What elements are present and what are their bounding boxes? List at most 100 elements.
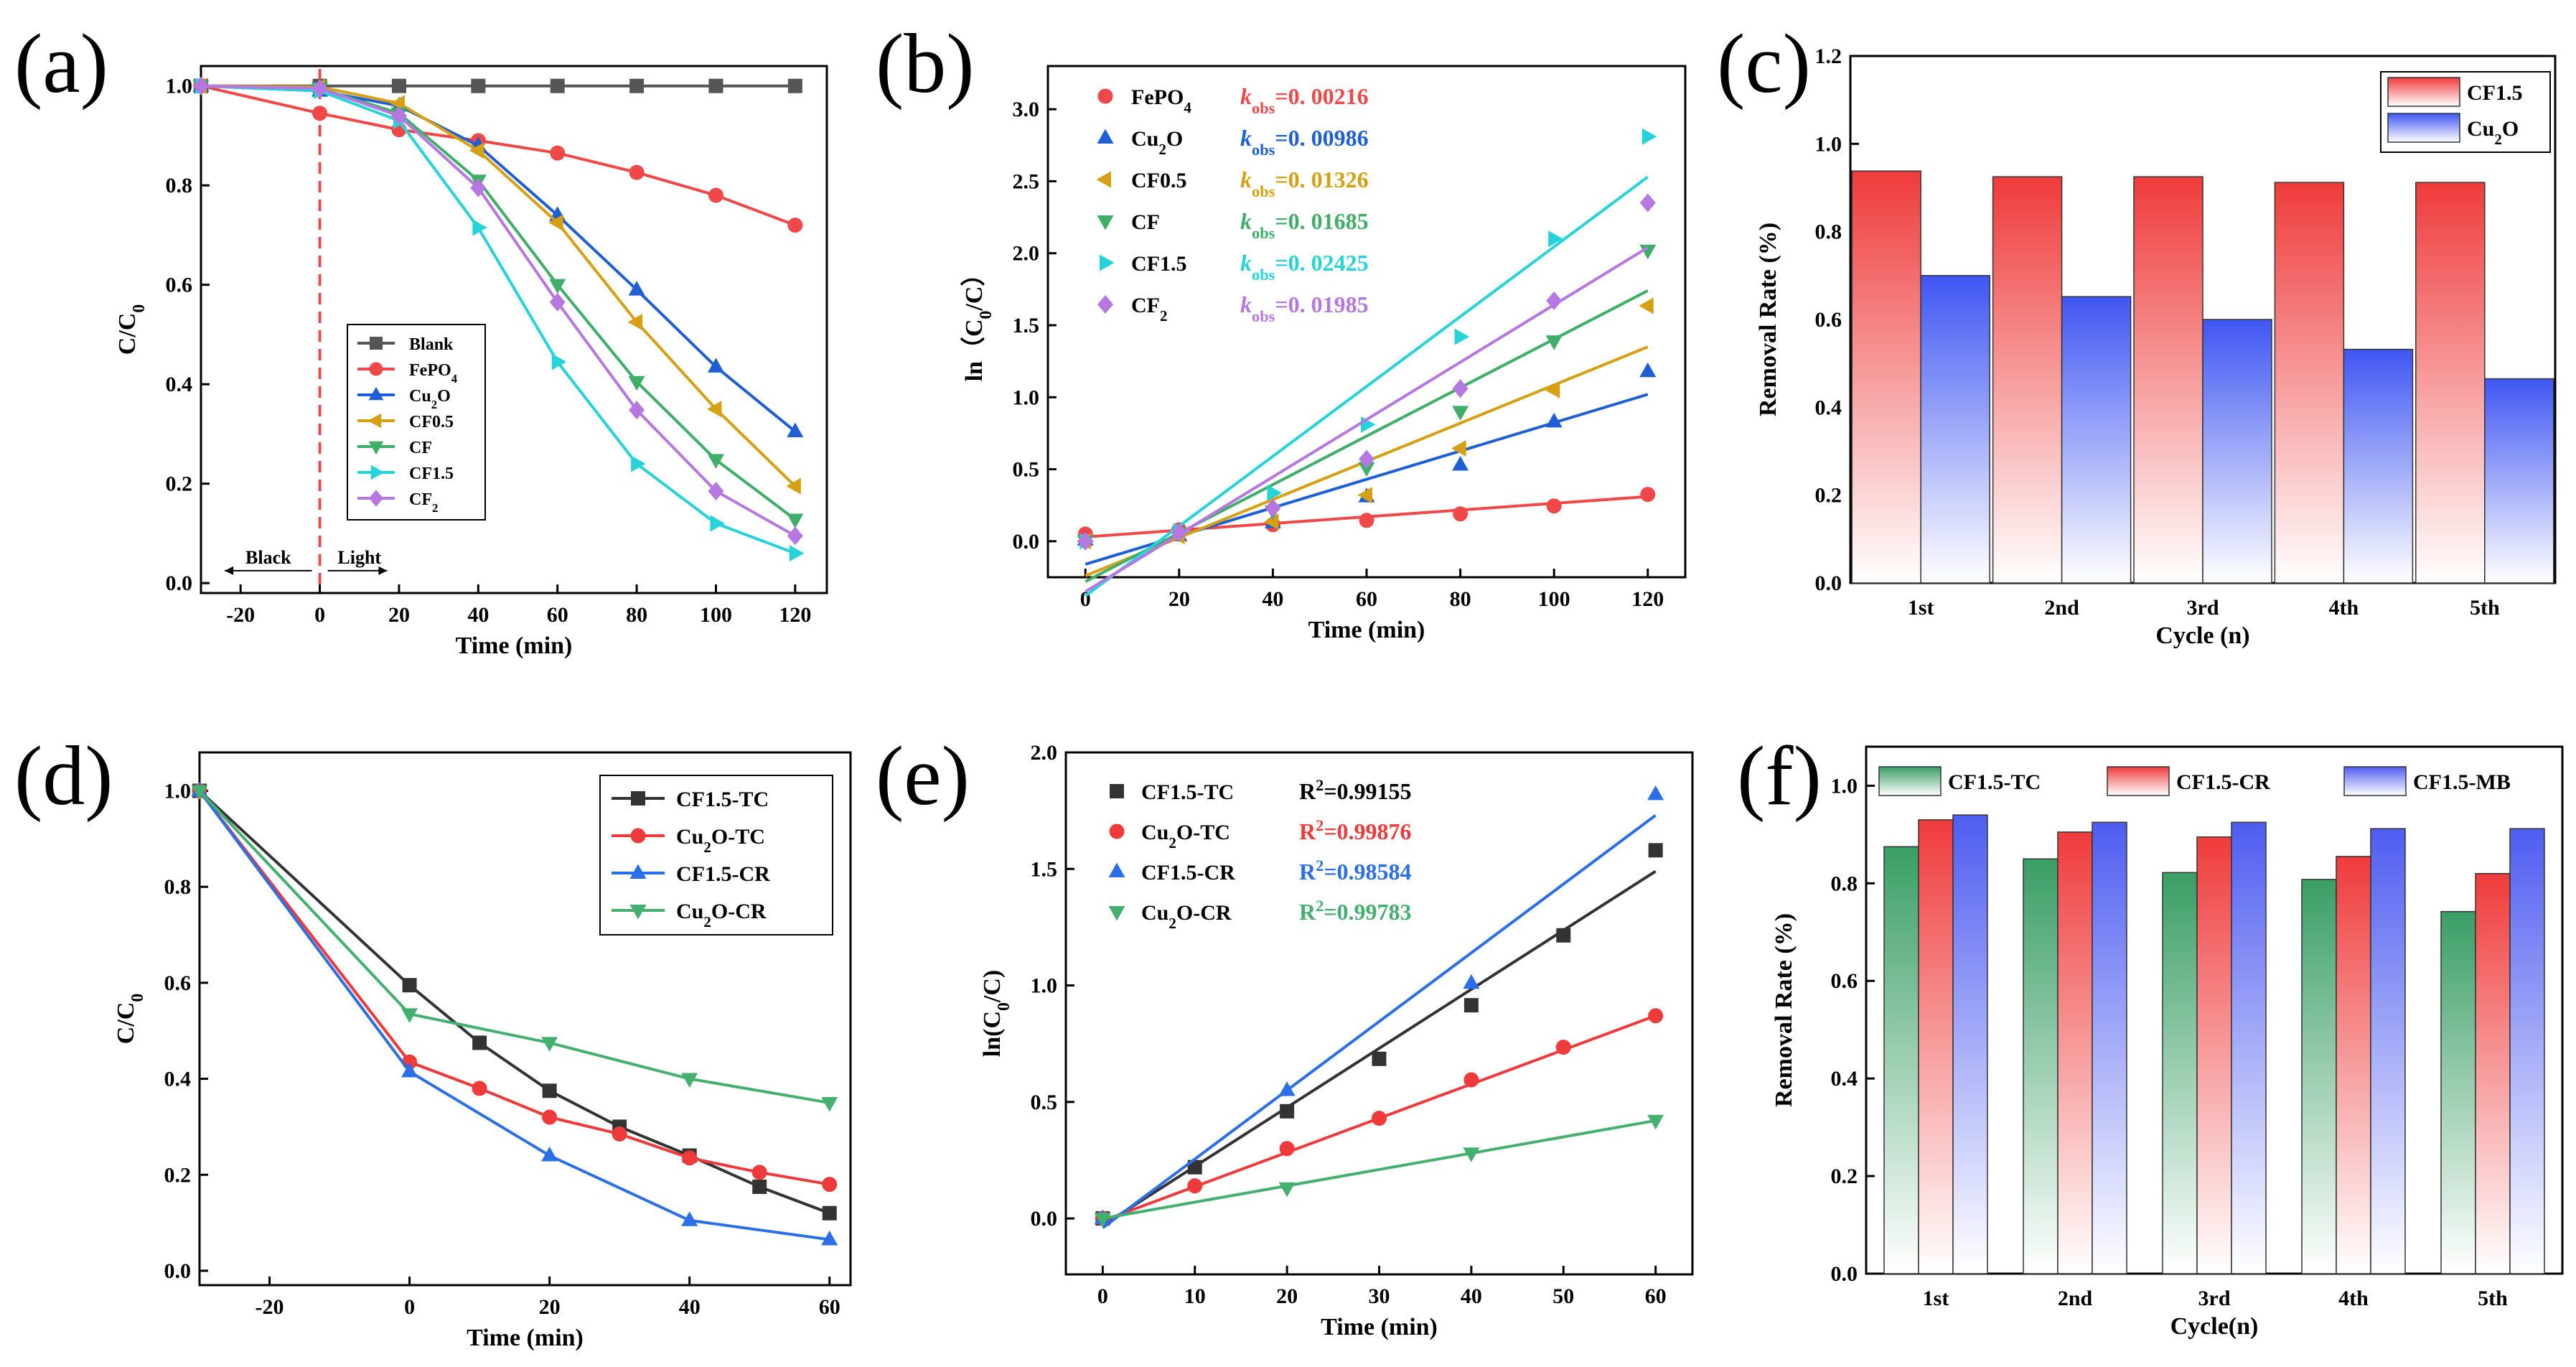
data-point	[542, 1109, 558, 1125]
bar	[1952, 814, 1988, 1274]
y-tick-label: 0.6	[164, 971, 192, 995]
data-point	[681, 1073, 698, 1088]
data-point	[821, 1230, 838, 1246]
y-tick-label: 1.5	[1031, 857, 1058, 881]
y-tick-label: 0.4	[164, 1068, 192, 1091]
legend-marker	[1096, 171, 1111, 188]
bar	[1883, 846, 1919, 1274]
series-line	[200, 84, 796, 555]
bar	[2057, 831, 2093, 1274]
series-CF2	[193, 76, 803, 546]
data-point	[1546, 498, 1562, 514]
data-point	[1648, 843, 1663, 858]
data-point	[707, 358, 724, 373]
data-point	[1280, 1104, 1295, 1119]
data-point	[1463, 974, 1480, 989]
y-tick-label: 0.4	[1831, 1067, 1858, 1091]
data-point	[193, 76, 209, 95]
legend-label: FePO4	[409, 361, 458, 386]
legend-label: CF1.5-CR	[676, 862, 770, 886]
data-point	[472, 1035, 487, 1050]
data-point	[1641, 128, 1657, 145]
x-tick-label: 1st	[1908, 596, 1934, 620]
legend-swatch	[2387, 77, 2460, 107]
x-tick-label: 20	[1168, 587, 1190, 611]
data-point	[1278, 1182, 1296, 1198]
data-point	[550, 145, 566, 161]
data-point	[1279, 1141, 1295, 1157]
legend-label: Cu2O-CR	[1141, 901, 1232, 932]
y-tick-label: 1.0	[1031, 974, 1058, 998]
y-tick-label: 0.5	[1013, 458, 1040, 482]
y-tick-label: 0.6	[1831, 969, 1858, 993]
y-tick-label: 2.5	[1013, 169, 1040, 193]
x-tick-label: 50	[1552, 1284, 1574, 1308]
axes-frame	[198, 751, 852, 1287]
x-tick-label: -20	[226, 603, 255, 627]
panel-d: -20 0 20 40 60 0.0 0.2 0.4 0.6 0.8 1.0 Time (min) C/…	[113, 751, 852, 1351]
x-tick-label: 80	[1450, 587, 1471, 611]
series-line	[200, 84, 797, 521]
data-point	[612, 1126, 627, 1142]
bar	[2343, 348, 2414, 584]
bar	[2023, 858, 2059, 1274]
legend-marker	[370, 465, 385, 480]
data-point	[1546, 291, 1563, 310]
x-tick-label: 20	[539, 1295, 561, 1319]
legend-label: Cu2O-TC	[676, 825, 765, 856]
x-axis-title: Cycle(n)	[2170, 1313, 2259, 1340]
data-point	[631, 455, 646, 472]
series-Cu2O	[192, 77, 804, 437]
data-point	[789, 545, 805, 562]
x-tick-label: 40	[467, 603, 489, 627]
dark-annotation: Black	[245, 547, 291, 568]
y-tick-label: 0.2	[164, 1163, 192, 1187]
x-tick-label: 120	[779, 603, 811, 627]
data-point	[681, 1211, 698, 1226]
y-tick-label: 1.2	[1815, 45, 1842, 68]
y-axis-title: Removal Rate (%)	[1755, 223, 1781, 416]
kobs-label: kobs=0. 01326	[1240, 167, 1369, 200]
legend-label: FePO4	[1131, 85, 1191, 116]
legend-marker	[370, 337, 383, 350]
x-tick-label: 60	[819, 1295, 840, 1319]
data-point	[401, 1008, 418, 1023]
legend-label: Cu2O	[409, 387, 451, 411]
data-point	[402, 978, 417, 993]
data-point	[390, 95, 405, 112]
data-point	[1452, 456, 1469, 471]
data-point	[312, 79, 328, 98]
panel-label: (e)	[876, 729, 970, 823]
data-point	[628, 375, 645, 391]
legend-label: Cu2O	[1131, 127, 1183, 158]
legend-marker	[629, 864, 647, 879]
legend-marker	[1097, 129, 1114, 144]
panel-a: -20 0 20 40 60 80 100 120 0.0 0.2 0.4 0.6 0.8 1.0 Time…	[114, 65, 828, 659]
data-point	[1463, 1072, 1479, 1088]
x-tick-label: 40	[1461, 1284, 1482, 1308]
bar	[2196, 836, 2232, 1274]
legend-label: Blank	[409, 335, 454, 354]
y-tick-label: 1.0	[1013, 386, 1040, 409]
data-point	[548, 214, 563, 231]
legend-label: CF1.5	[409, 465, 454, 483]
data-point	[469, 142, 484, 159]
data-point	[1555, 1040, 1571, 1055]
data-point	[1453, 506, 1469, 522]
data-point	[1556, 928, 1571, 943]
x-tick-label: 20	[1276, 1284, 1298, 1308]
series-line	[200, 84, 796, 538]
data-point	[1451, 439, 1466, 457]
data-point	[1094, 1213, 1111, 1228]
legend-marker	[631, 791, 645, 806]
light-arrow-head	[378, 566, 388, 575]
data-point	[1267, 485, 1282, 502]
legend-label: CF1.5	[1131, 252, 1187, 276]
panel-label: (b)	[876, 17, 975, 111]
x-tick-label: 80	[626, 603, 647, 627]
panel-f: 0.0 0.2 0.4 0.6 0.8 1.0 Cycle(n) Removal Rate (…	[1771, 745, 2564, 1340]
data-point	[1545, 381, 1560, 398]
series-CF	[192, 80, 804, 529]
legend-label: CF1.5-TC	[676, 788, 769, 811]
